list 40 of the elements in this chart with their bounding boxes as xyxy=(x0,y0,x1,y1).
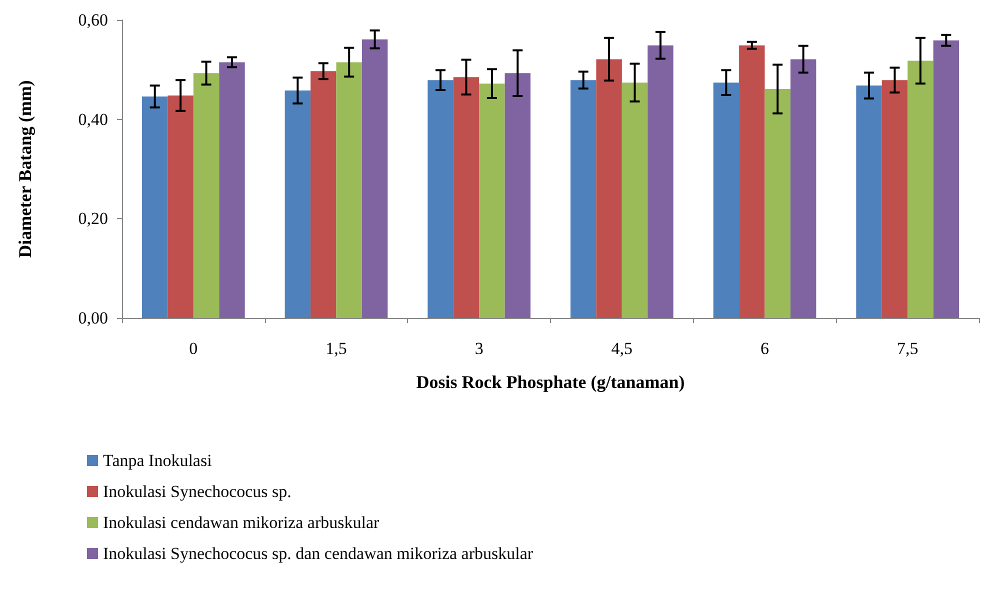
bar xyxy=(219,62,245,318)
legend-label: Inokulasi cendawan mikoriza arbuskular xyxy=(103,513,380,532)
bar xyxy=(193,73,220,318)
bar xyxy=(596,59,622,318)
bar xyxy=(570,80,596,318)
bar xyxy=(504,73,531,318)
bar xyxy=(310,71,336,318)
x-tick-label: 1,5 xyxy=(326,339,347,358)
bar xyxy=(933,40,960,318)
y-axis-title: Diameter Batang (mm) xyxy=(15,80,35,258)
bar xyxy=(790,59,816,318)
x-tick-label: 0 xyxy=(189,339,198,358)
bar xyxy=(336,62,362,318)
legend-label: Tanpa Inokulasi xyxy=(103,451,212,470)
legend-label: Inokulasi Synechococus sp. dan cendawan mikoriza arbuskular xyxy=(103,544,534,563)
bar xyxy=(739,45,765,318)
bar xyxy=(908,60,934,318)
bar xyxy=(648,45,674,318)
x-tick-label: 3 xyxy=(474,339,484,358)
x-tick-label: 4,5 xyxy=(611,339,633,358)
bar xyxy=(428,80,454,318)
bar xyxy=(284,90,311,318)
y-tick-label: 0,20 xyxy=(78,209,108,228)
bar xyxy=(764,89,790,318)
bar xyxy=(362,39,388,318)
y-tick-label: 0,40 xyxy=(78,110,108,129)
bar xyxy=(168,95,194,318)
bar xyxy=(453,77,480,318)
legend-label: Inokulasi Synechococus sp. xyxy=(103,482,292,501)
x-tick-label: 6 xyxy=(760,339,769,358)
bar xyxy=(882,80,908,318)
y-tick-label: 0,60 xyxy=(78,10,108,30)
bar xyxy=(622,82,648,318)
bar xyxy=(713,82,740,318)
bar xyxy=(856,86,882,318)
bar xyxy=(479,84,505,318)
x-axis-title: Dosis Rock Phosphate (g/tanaman) xyxy=(416,372,685,392)
x-tick-label: 7,5 xyxy=(896,339,918,358)
y-tick-label: 0,00 xyxy=(78,308,108,328)
bar xyxy=(142,96,168,318)
